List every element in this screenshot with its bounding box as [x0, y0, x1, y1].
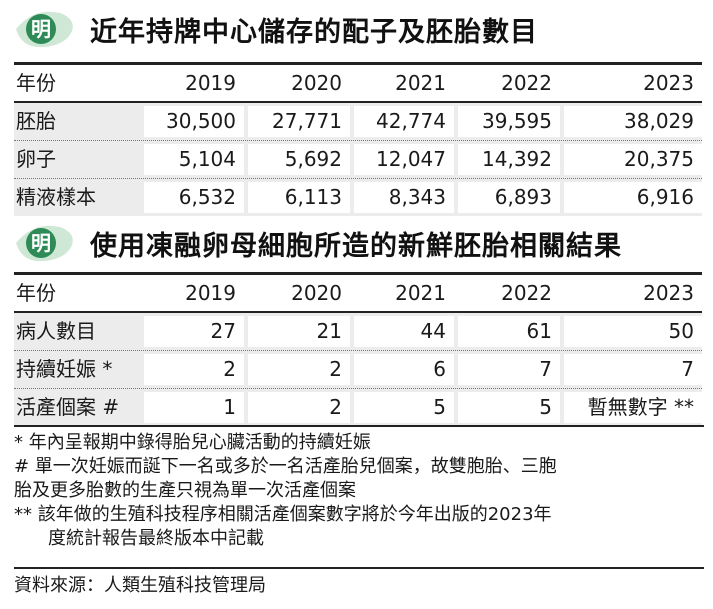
footnote: ** 該年做的生殖科技程序相關活產個案數字將於今年出版的2023年 度統計報告最… — [14, 503, 704, 551]
header-cell: 2022 — [501, 281, 552, 305]
footnote-text: ** 該年做的生殖科技程序相關活產個案數字將於今年出版的2023年 — [14, 504, 552, 525]
header-cell: 2023 — [643, 71, 694, 95]
data-cell: 5 — [354, 392, 454, 423]
data-cell: 6,893 — [458, 182, 560, 213]
footnote-text-continued: 胎及更多胎數的生產只視為單一次活產個案 — [14, 480, 356, 501]
table-row: 胚胎 30,500 27,771 42,774 39,595 38,029 — [14, 103, 702, 141]
data-cell: 14,392 — [458, 144, 560, 175]
table-stored-gametes: 年份 2019 2020 2021 2022 2023 胚胎 30,500 27… — [14, 62, 702, 216]
row-label: 病人數目 — [16, 319, 96, 343]
header-cell: 2022 — [501, 71, 552, 95]
table-row: 精液樣本 6,532 6,113 8,343 6,893 6,916 — [14, 179, 702, 216]
table-row: 活產個案 # 1 2 5 5 暫無數字 ** — [14, 389, 702, 426]
header-cell: 2019 — [185, 71, 236, 95]
table-thawed-oocyte-outcomes: 年份 2019 2020 2021 2022 2023 病人數目 27 21 4… — [14, 272, 702, 426]
data-cell: 30,500 — [144, 106, 244, 137]
data-cell: 8,343 — [354, 182, 454, 213]
header-cell: 2019 — [185, 281, 236, 305]
footnote-text-continued: 度統計報告最終版本中記載 — [48, 528, 264, 549]
header-cell: 2023 — [643, 281, 694, 305]
table-header-row: 年份 2019 2020 2021 2022 2023 — [14, 62, 702, 103]
data-cell: 38,029 — [564, 106, 702, 137]
source-text: 資料來源：人類生殖科技管理局 — [14, 575, 266, 596]
header-cell: 2020 — [291, 281, 342, 305]
data-cell: 39,595 — [458, 106, 560, 137]
row-label: 精液樣本 — [16, 185, 96, 209]
table-row: 持續妊娠 * 2 2 6 7 7 — [14, 351, 702, 389]
section2-title: 使用凍融卵母細胞所造的新鮮胚胎相關結果 — [90, 230, 622, 262]
ming-pao-logo-icon: 明 — [14, 9, 78, 49]
data-cell: 6,916 — [564, 182, 702, 213]
data-cell: 5,692 — [248, 144, 350, 175]
data-cell: 2 — [248, 354, 350, 385]
row-label: 胚胎 — [16, 109, 56, 133]
data-cell: 6 — [354, 354, 454, 385]
footnotes: * 年內呈報期中錄得胎兒心臟活動的持續妊娠 # 單一次妊娠而誕下一名或多於一名活… — [14, 425, 704, 551]
data-cell: 44 — [354, 316, 454, 347]
logo-char: 明 — [31, 17, 51, 41]
data-cell: 5 — [458, 392, 560, 423]
data-cell: 21 — [248, 316, 350, 347]
header-cell: 2021 — [395, 281, 446, 305]
header-year-label: 年份 — [16, 71, 56, 95]
data-cell: 5,104 — [144, 144, 244, 175]
section1-title: 近年持牌中心儲存的配子及胚胎數目 — [90, 16, 538, 48]
data-cell: 2 — [248, 392, 350, 423]
data-cell: 2 — [144, 354, 244, 385]
data-cell: 27,771 — [248, 106, 350, 137]
data-cell: 12,047 — [354, 144, 454, 175]
section2-header: 明 使用凍融卵母細胞所造的新鮮胚胎相關結果 — [14, 222, 704, 264]
data-cell: 6,113 — [248, 182, 350, 213]
data-cell: 7 — [458, 354, 560, 385]
data-cell: 1 — [144, 392, 244, 423]
source-section: 資料來源：人類生殖科技管理局 — [14, 567, 704, 603]
row-label: 卵子 — [16, 147, 56, 171]
header-cell: 2021 — [395, 71, 446, 95]
footnote-text: # 單一次妊娠而誕下一名或多於一名活產胎兒個案，故雙胞胎、三胞 — [14, 456, 557, 477]
header-cell: 2020 — [291, 71, 342, 95]
table-header-row: 年份 2019 2020 2021 2022 2023 — [14, 272, 702, 313]
data-cell: 50 — [564, 316, 702, 347]
data-cell: 27 — [144, 316, 244, 347]
ming-pao-logo-icon: 明 — [14, 223, 78, 263]
footnote: * 年內呈報期中錄得胎兒心臟活動的持續妊娠 — [14, 431, 704, 455]
logo-char: 明 — [31, 231, 51, 255]
footnote-text: * 年內呈報期中錄得胎兒心臟活動的持續妊娠 — [14, 432, 371, 453]
row-label: 活產個案 # — [16, 395, 120, 419]
data-cell: 20,375 — [564, 144, 702, 175]
data-cell: 42,774 — [354, 106, 454, 137]
section1-header: 明 近年持牌中心儲存的配子及胚胎數目 — [14, 8, 704, 50]
data-cell: 7 — [564, 354, 702, 385]
table-row: 卵子 5,104 5,692 12,047 14,392 20,375 — [14, 141, 702, 179]
data-cell: 61 — [458, 316, 560, 347]
table-row: 病人數目 27 21 44 61 50 — [14, 313, 702, 351]
footnote: # 單一次妊娠而誕下一名或多於一名活產胎兒個案，故雙胞胎、三胞 胎及更多胎數的生… — [14, 455, 704, 503]
row-label: 持續妊娠 * — [16, 357, 113, 381]
data-cell: 6,532 — [144, 182, 244, 213]
data-cell: 暫無數字 ** — [564, 392, 702, 423]
header-year-label: 年份 — [16, 281, 56, 305]
